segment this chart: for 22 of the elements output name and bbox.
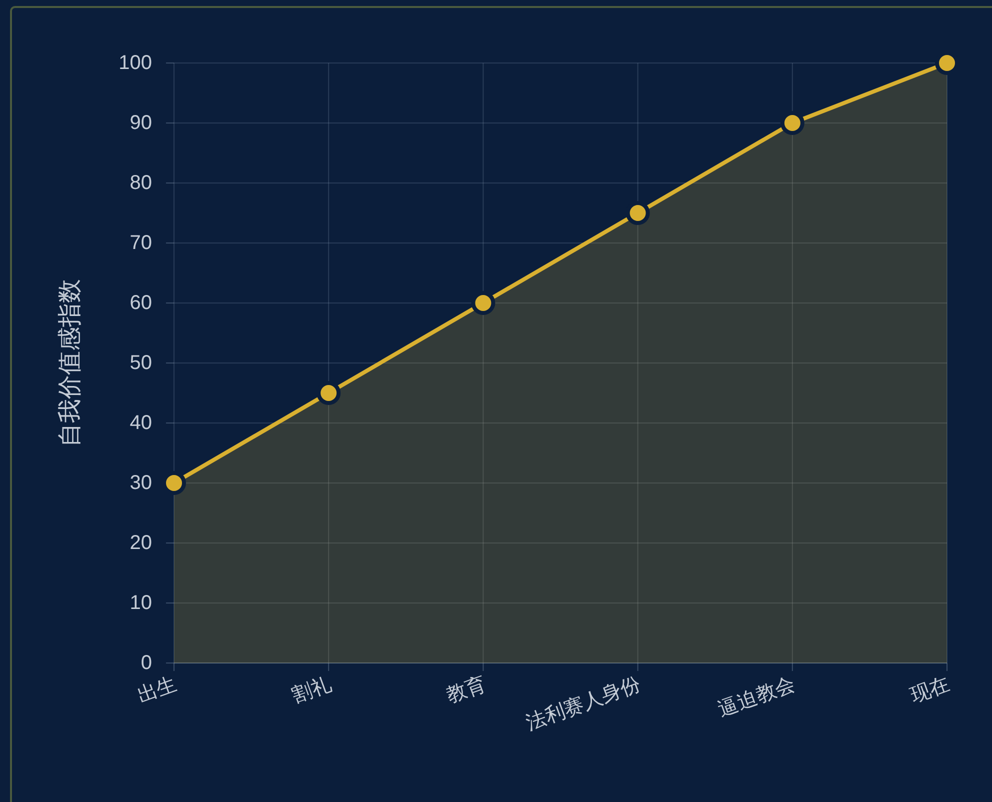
y-tick-label: 70 (130, 232, 152, 254)
y-tick-label: 60 (130, 292, 152, 314)
point (780, 111, 804, 135)
x-tick-label: 教育 (443, 672, 489, 708)
y-tick-label: 80 (130, 172, 152, 194)
x-tick-label: 割礼 (289, 673, 334, 708)
y-tick-label: 40 (130, 412, 152, 434)
y-tick-label: 100 (118, 52, 152, 74)
y-tick-label: 0 (140, 652, 152, 674)
x-tick-label: 逼迫教会 (715, 673, 798, 722)
point (316, 381, 341, 405)
y-tick-label: 50 (130, 352, 152, 374)
x-tick-label: 法利赛人身份 (523, 673, 644, 735)
y-tick-label: 20 (130, 532, 152, 554)
point (626, 201, 650, 225)
y-tick-label: 90 (130, 112, 152, 134)
y-tick-label: 10 (130, 592, 152, 614)
point (471, 291, 496, 315)
y-tick-label: 30 (130, 472, 152, 494)
y-axis-title: 自我价值感指数 (56, 279, 84, 447)
x-tick-label: 出生 (134, 673, 180, 708)
x-tick-label: 现在 (908, 673, 953, 708)
